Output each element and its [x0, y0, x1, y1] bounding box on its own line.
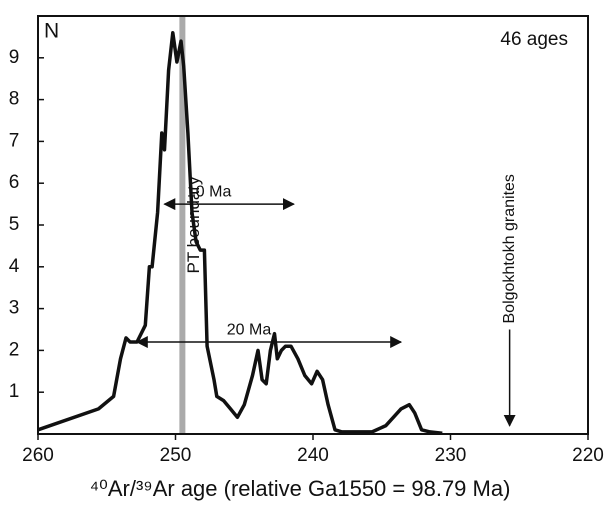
- y-tick-label: 6: [9, 172, 20, 193]
- span-label: 10 Ma: [187, 183, 232, 200]
- y-tick-label: 1: [9, 381, 20, 402]
- y-tick-label: 4: [9, 256, 20, 277]
- y-tick-label: 2: [9, 339, 20, 360]
- x-tick-label: 220: [572, 445, 604, 466]
- y-axis-label: N: [44, 20, 59, 43]
- count-label: 46 ages: [500, 29, 568, 50]
- y-tick-label: 8: [9, 89, 20, 110]
- plot-frame: [37, 15, 589, 435]
- x-tick-label: 230: [435, 445, 467, 466]
- density-curve: [37, 30, 443, 435]
- x-axis-label: ⁴⁰Ar/³⁹Ar age (relative Ga1550 = 98.79 M…: [90, 476, 511, 501]
- span-label: 20 Ma: [227, 321, 272, 338]
- boundary-band: [179, 16, 186, 434]
- y-tick-label: 3: [9, 298, 20, 319]
- x-tick-label: 240: [297, 445, 329, 466]
- x-tick-label: 260: [22, 445, 54, 466]
- y-tick-label: 7: [9, 130, 20, 151]
- x-tick-label: 250: [160, 445, 192, 466]
- marker-label: Bolgokhtokh granites: [501, 174, 518, 323]
- y-tick-label: 5: [9, 214, 20, 235]
- y-tick-label: 9: [9, 47, 20, 68]
